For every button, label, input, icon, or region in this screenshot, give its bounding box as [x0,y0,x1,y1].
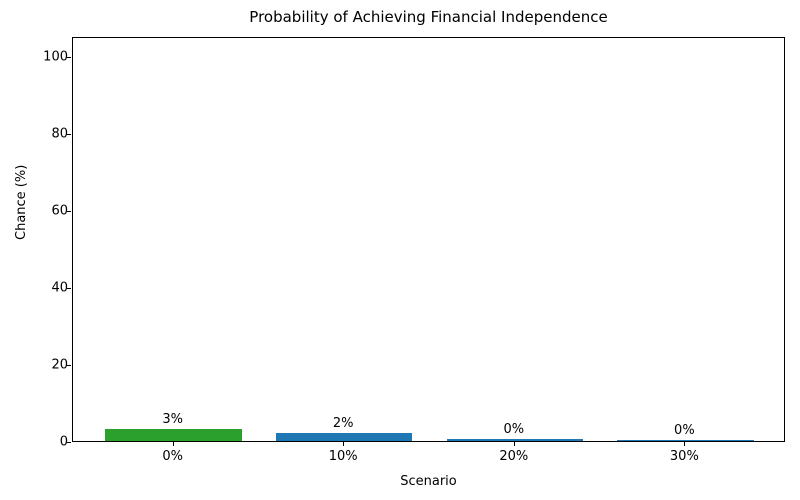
bar-value-label: 2% [332,416,354,432]
x-tick-mark [343,442,345,446]
y-tick-label: 60 [51,203,68,219]
y-tick-mark [67,441,71,443]
y-tick-mark [67,287,71,289]
chart-title: Probability of Achieving Financial Indep… [249,8,608,26]
y-tick-label: 40 [51,280,68,296]
x-tick-label: 0% [162,449,183,464]
bar-20% [446,439,583,441]
x-axis-label: Scenario [400,474,457,489]
x-tick-mark [684,442,686,446]
y-tick-mark [67,56,71,58]
plot-area [72,37,785,442]
y-tick-mark [67,210,71,212]
bar-10% [275,433,413,441]
bar-value-label: 3% [162,412,183,428]
y-tick-label: 80 [51,126,68,142]
y-tick-label: 100 [43,49,68,65]
y-axis-label: Chance (%) [14,164,29,240]
x-tick-mark [172,442,174,446]
bar-30% [617,440,754,441]
y-tick-mark [67,364,71,366]
x-tick-label: 20% [499,449,529,464]
x-tick-mark [513,442,515,446]
bar-value-label: 0% [674,423,695,439]
y-tick-label: 0 [59,434,68,450]
x-tick-label: 10% [328,449,358,464]
y-tick-mark [67,133,71,135]
y-tick-label: 20 [51,357,68,373]
bar-value-label: 0% [503,422,525,438]
bar-0% [105,429,242,441]
x-tick-label: 30% [669,449,699,464]
